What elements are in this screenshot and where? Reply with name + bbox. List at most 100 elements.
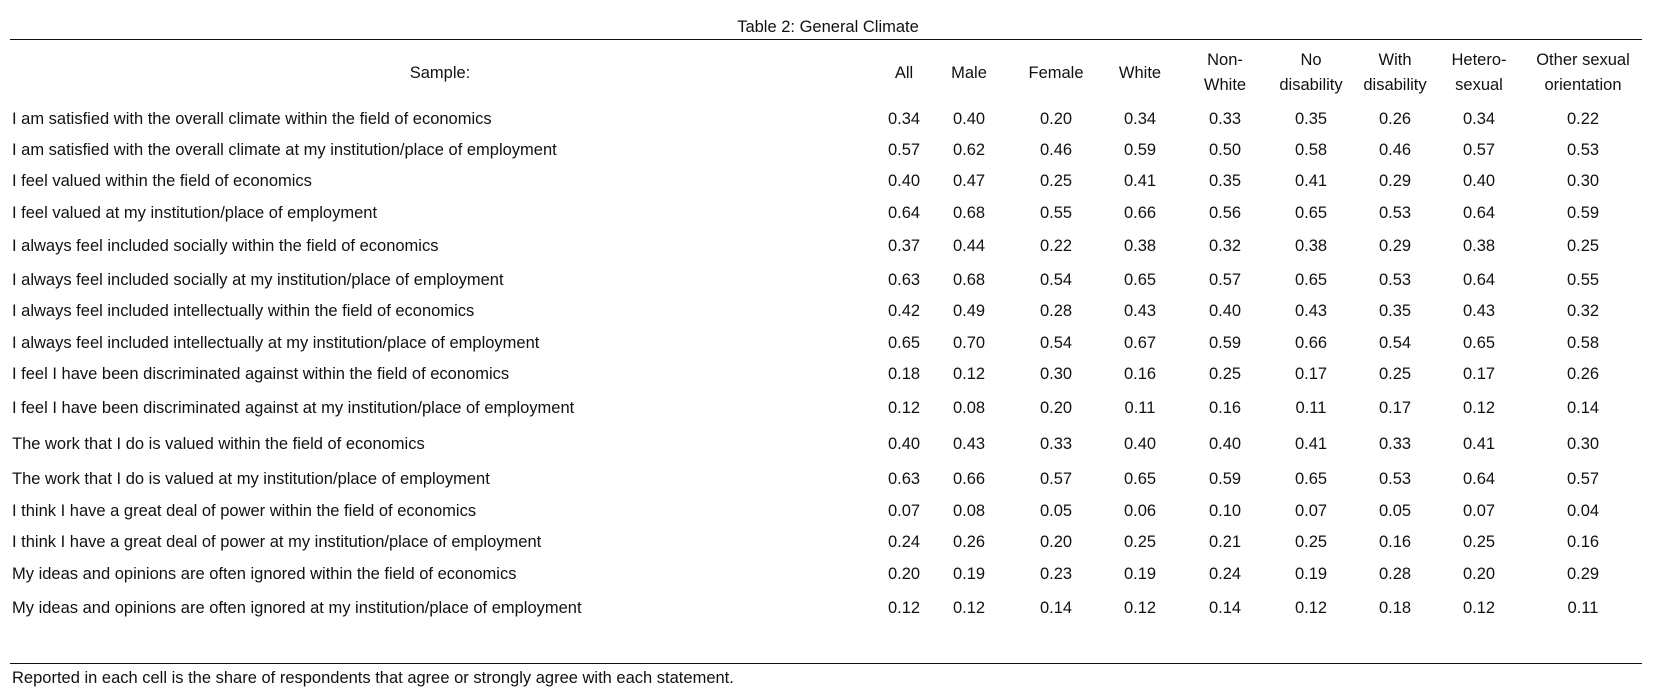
column-header-non-white: Non- White	[1183, 40, 1267, 106]
table-cell: 0.12	[887, 598, 921, 617]
table-cell: 0.65	[1294, 470, 1328, 488]
table-cell: 0.28	[1378, 564, 1412, 583]
row-label: I think I have a great deal of power at …	[12, 533, 542, 551]
table-cell: 0.17	[1462, 365, 1496, 383]
table-row: I feel valued at my institution/place of…	[0, 197, 1656, 229]
table-cell: 0.35	[1378, 302, 1412, 320]
table-cell: 0.16	[1123, 365, 1157, 383]
table-cell: 0.41	[1123, 172, 1157, 190]
table-cell: 0.20	[1039, 398, 1073, 417]
table-cell: 0.30	[1566, 435, 1600, 453]
row-label: My ideas and opinions are often ignored …	[12, 564, 517, 583]
table-cell: 0.10	[1208, 502, 1242, 520]
column-header-text: Other sexual orientation	[1536, 51, 1630, 94]
table-cell: 0.34	[887, 109, 921, 128]
table-cell: 0.53	[1378, 270, 1412, 289]
table-row: I always feel included socially within t…	[0, 229, 1656, 264]
table-cell: 0.28	[1039, 302, 1073, 320]
table-cell: 0.55	[1566, 270, 1600, 289]
table-cell: 0.63	[887, 270, 921, 289]
table-cell: 0.65	[1462, 333, 1496, 352]
table-note: Reported in each cell is the share of re…	[12, 669, 734, 687]
table-cell: 0.29	[1566, 564, 1600, 583]
row-label: The work that I do is valued at my insti…	[12, 470, 490, 488]
table-cell: 0.12	[1462, 398, 1496, 417]
table-row: I am satisfied with the overall climate …	[0, 134, 1656, 166]
table-cell: 0.57	[1039, 470, 1073, 488]
row-label: I always feel included intellectually at…	[12, 333, 540, 352]
table-top-rule	[10, 39, 1642, 40]
table-cell: 0.25	[1462, 533, 1496, 551]
table-cell: 0.25	[1208, 365, 1242, 383]
table-row: I always feel included intellectually wi…	[0, 296, 1656, 327]
table-cell: 0.57	[1566, 470, 1600, 488]
table-row: I am satisfied with the overall climate …	[0, 104, 1656, 134]
table-cell: 0.46	[1039, 140, 1073, 159]
row-label: I feel I have been discriminated against…	[12, 365, 510, 383]
sample-label: Sample:	[409, 63, 471, 82]
table-cell: 0.59	[1123, 140, 1157, 159]
column-header-female: Female	[1011, 40, 1101, 106]
row-label: I am satisfied with the overall climate …	[12, 140, 557, 159]
row-label: I always feel included socially at my in…	[12, 270, 504, 289]
table-bottom-rule	[10, 663, 1642, 664]
table-cell: 0.33	[1378, 435, 1412, 453]
table-cell: 0.30	[1566, 172, 1600, 190]
table-cell: 0.35	[1208, 172, 1242, 190]
table-cell: 0.25	[1294, 533, 1328, 551]
column-header-text: All	[894, 63, 914, 82]
table-cell: 0.32	[1208, 237, 1242, 255]
table-cell: 0.12	[1294, 598, 1328, 617]
table-cell: 0.14	[1566, 398, 1600, 417]
table-cell: 0.19	[952, 564, 986, 583]
table-cell: 0.17	[1378, 398, 1412, 417]
table-cell: 0.20	[1039, 533, 1073, 551]
table-row: I feel I have been discriminated against…	[0, 359, 1656, 390]
table-cell: 0.21	[1208, 533, 1242, 551]
table-cell: 0.29	[1378, 172, 1412, 190]
table-cell: 0.20	[1462, 564, 1496, 583]
column-header-text: White	[1118, 63, 1162, 82]
table-cell: 0.57	[887, 140, 921, 159]
table-cell: 0.16	[1566, 533, 1600, 551]
table-cell: 0.25	[1123, 533, 1157, 551]
table-cell: 0.63	[887, 470, 921, 488]
table-cell: 0.26	[952, 533, 986, 551]
table-cell: 0.12	[952, 365, 986, 383]
table-cell: 0.33	[1208, 109, 1242, 128]
table-cell: 0.29	[1378, 237, 1412, 255]
table-cell: 0.66	[1294, 333, 1328, 352]
table-cell: 0.68	[952, 270, 986, 289]
table-cell: 0.37	[887, 237, 921, 255]
table-cell: 0.11	[1295, 398, 1327, 417]
column-header-text: Female	[1028, 63, 1084, 82]
table-row: My ideas and opinions are often ignored …	[0, 590, 1656, 626]
table-row: I think I have a great deal of power wit…	[0, 496, 1656, 527]
table-row: I feel valued within the field of econom…	[0, 166, 1656, 197]
table-cell: 0.66	[1123, 203, 1157, 222]
table-row: I always feel included socially at my in…	[0, 264, 1656, 296]
table-cell: 0.40	[1208, 302, 1242, 320]
table-cell: 0.59	[1566, 203, 1600, 222]
table-cell: 0.24	[1208, 564, 1242, 583]
table-cell: 0.04	[1566, 502, 1600, 520]
row-label: I feel valued at my institution/place of…	[12, 203, 378, 222]
column-header-heterosexual: Hetero- sexual	[1438, 40, 1520, 106]
table-cell: 0.40	[887, 435, 921, 453]
table-cell: 0.58	[1294, 140, 1328, 159]
table-cell: 0.16	[1208, 398, 1242, 417]
table-cell: 0.57	[1208, 270, 1242, 289]
table-cell: 0.07	[1462, 502, 1496, 520]
table-cell: 0.14	[1208, 598, 1242, 617]
table-cell: 0.68	[952, 203, 986, 222]
table-cell: 0.32	[1566, 302, 1600, 320]
column-header-with-disability: With disability	[1352, 40, 1438, 106]
row-label: I always feel included intellectually wi…	[12, 302, 475, 320]
table-cell: 0.18	[887, 365, 921, 383]
table-cell: 0.54	[1039, 270, 1073, 289]
table-cell: 0.53	[1378, 203, 1412, 222]
table-cell: 0.24	[887, 533, 921, 551]
table-cell: 0.18	[1378, 598, 1412, 617]
table-cell: 0.64	[1462, 470, 1496, 488]
table-cell: 0.55	[1039, 203, 1073, 222]
